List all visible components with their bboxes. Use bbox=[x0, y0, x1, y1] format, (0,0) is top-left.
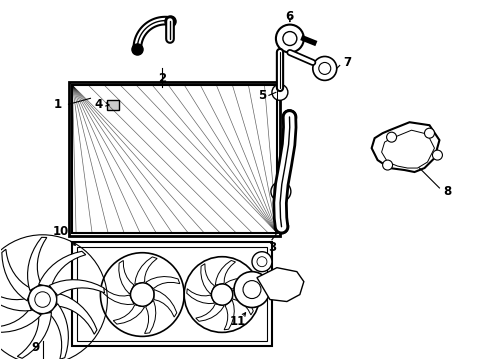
Text: 3: 3 bbox=[268, 241, 276, 254]
Circle shape bbox=[252, 252, 272, 272]
Polygon shape bbox=[17, 312, 51, 358]
Circle shape bbox=[234, 272, 270, 307]
Circle shape bbox=[276, 24, 304, 53]
Text: 10: 10 bbox=[52, 225, 69, 238]
Circle shape bbox=[100, 253, 184, 336]
Circle shape bbox=[433, 150, 442, 160]
Polygon shape bbox=[2, 249, 31, 301]
Circle shape bbox=[184, 257, 260, 332]
Polygon shape bbox=[57, 293, 97, 334]
Polygon shape bbox=[257, 268, 304, 302]
Polygon shape bbox=[0, 309, 41, 332]
Polygon shape bbox=[0, 285, 31, 311]
Bar bbox=[77, 247, 267, 341]
Bar bbox=[73, 242, 272, 346]
Circle shape bbox=[28, 285, 57, 314]
Text: 7: 7 bbox=[343, 56, 352, 69]
Text: 8: 8 bbox=[443, 185, 452, 198]
Polygon shape bbox=[371, 122, 440, 172]
Bar bbox=[70, 82, 280, 236]
Polygon shape bbox=[27, 237, 47, 291]
Polygon shape bbox=[49, 280, 104, 295]
Text: 11: 11 bbox=[230, 315, 246, 328]
Circle shape bbox=[283, 110, 296, 124]
Circle shape bbox=[387, 132, 396, 142]
Circle shape bbox=[130, 283, 154, 306]
Polygon shape bbox=[39, 251, 86, 287]
Text: 1: 1 bbox=[53, 98, 62, 111]
Text: 5: 5 bbox=[258, 89, 266, 102]
Text: 6: 6 bbox=[286, 10, 294, 23]
Circle shape bbox=[272, 84, 288, 100]
Polygon shape bbox=[49, 304, 69, 359]
Circle shape bbox=[313, 57, 337, 80]
Text: 4: 4 bbox=[94, 98, 102, 111]
Circle shape bbox=[383, 160, 392, 170]
Bar bbox=[73, 85, 277, 233]
Text: 2: 2 bbox=[158, 72, 166, 85]
Text: 9: 9 bbox=[31, 341, 40, 354]
Circle shape bbox=[424, 128, 435, 138]
Bar bbox=[107, 100, 120, 110]
Circle shape bbox=[212, 284, 233, 305]
Circle shape bbox=[271, 181, 291, 202]
Circle shape bbox=[274, 220, 289, 234]
